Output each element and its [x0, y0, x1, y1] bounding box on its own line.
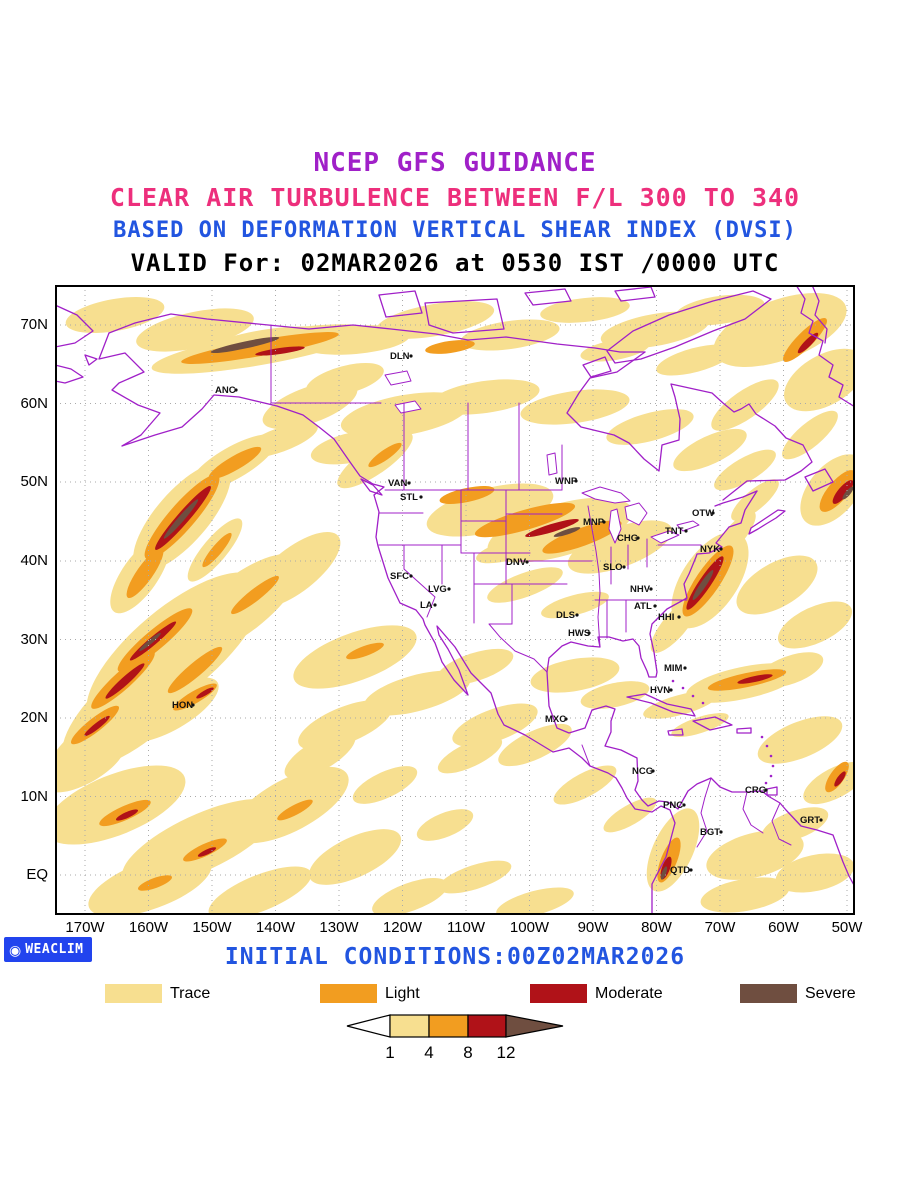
station-label: DLN	[390, 351, 410, 362]
x-axis-label: 170W	[65, 919, 105, 936]
legend-swatch-severe	[740, 984, 797, 1003]
x-axis-label: 130W	[319, 919, 359, 936]
x-axis-label: 120W	[382, 919, 423, 936]
legend-swatch-light	[320, 984, 377, 1003]
station-label: ANC	[215, 385, 236, 396]
y-axis-label: 70N	[20, 316, 48, 333]
station-label: PNC	[663, 800, 683, 811]
y-axis-label: 10N	[20, 787, 48, 805]
station-label: MXC	[545, 714, 566, 725]
station-label: HON	[172, 700, 193, 711]
station-label: GRT	[800, 815, 820, 826]
scale-bar: 1 4 8 12	[345, 1010, 565, 1066]
y-axis-label: EQ	[26, 866, 48, 883]
weaclim-logo-icon: ◉	[9, 941, 22, 958]
x-axis-label: 80W	[641, 919, 672, 936]
station-label: ATL	[634, 601, 652, 612]
map-canvas: DLN ANC VAN STL WNP MNP OTW TNT CHG NYK DNV SLO SFC L…	[55, 285, 855, 915]
x-axis-label: 90W	[577, 919, 609, 936]
station-label: TNT	[665, 526, 684, 537]
y-axis-label: 50N	[20, 473, 48, 490]
station-label: HVN	[650, 685, 670, 696]
x-axis-label: 60W	[768, 919, 799, 936]
x-axis-label: 160W	[128, 919, 169, 936]
legend-swatch-trace	[105, 984, 162, 1003]
station-label: SFC	[390, 571, 409, 582]
scale-value: 8	[463, 1043, 472, 1062]
station-label: SLO	[603, 562, 623, 573]
station-label: MNP	[583, 517, 605, 528]
x-axis-label: 140W	[255, 919, 296, 936]
legend-swatch-moderate	[530, 984, 587, 1003]
scale-value: 12	[497, 1043, 516, 1062]
legend-label-severe: Severe	[805, 985, 856, 1002]
x-axis-label: 50W	[831, 919, 863, 936]
station-labels-layer: DLN ANC VAN STL WNP MNP OTW TNT CHG NYK DNV SLO SFC L…	[172, 351, 823, 876]
station-label: NYK	[700, 544, 720, 555]
scale-bar-canvas: 1 4 8 12	[346, 1014, 564, 1062]
coastlines-layer	[55, 285, 855, 915]
station-label: BGT	[700, 827, 720, 838]
station-label: HHI	[658, 612, 674, 623]
weaclim-badge: ◉ WEACLIM	[4, 937, 92, 962]
legend-label-moderate: Moderate	[595, 985, 663, 1002]
station-label: QTD	[670, 865, 690, 876]
station-label: STL	[400, 492, 418, 503]
title-line-3: BASED ON DEFORMATION VERTICAL SHEAR INDE…	[113, 218, 797, 243]
station-label: MIM	[664, 663, 683, 674]
map-frame: DLN ANC VAN STL WNP MNP OTW TNT CHG NYK DNV SLO SFC L…	[55, 285, 855, 915]
weaclim-label: WEACLIM	[25, 942, 84, 957]
x-axis-label: 110W	[446, 919, 486, 936]
title-line-1: NCEP GFS GUIDANCE	[313, 148, 597, 178]
legend-label-trace: Trace	[170, 985, 211, 1002]
title-line-2: CLEAR AIR TURBULENCE BETWEEN F/L 300 TO …	[109, 183, 801, 212]
station-label: DNV	[506, 557, 527, 568]
station-label: DLS	[556, 610, 575, 621]
station-label: HWS	[568, 628, 590, 639]
y-axis-label: 60N	[20, 394, 48, 412]
scale-value: 4	[424, 1043, 433, 1062]
station-label: NHV	[630, 584, 651, 595]
x-axis-label: 70W	[704, 919, 736, 936]
station-label: LVG	[428, 584, 447, 595]
x-axis-label: 150W	[192, 919, 232, 936]
station-label: LA	[420, 600, 433, 611]
y-axis-label: 20N	[20, 709, 48, 726]
legend-label-light: Light	[385, 985, 420, 1002]
station-label: CRG	[745, 785, 766, 796]
station-label: VAN	[388, 478, 407, 489]
station-label: WNP	[555, 476, 578, 487]
y-axis-label: 40N	[20, 552, 48, 569]
station-label: CHG	[617, 533, 638, 544]
initial-conditions-text: INITIAL CONDITIONS:00Z02MAR2026	[224, 944, 686, 970]
station-label: NCG	[632, 766, 653, 777]
scale-value: 1	[385, 1043, 394, 1062]
title-line-4: VALID For: 02MAR2026 at 0530 IST /0000 U…	[130, 249, 780, 277]
x-axis-label: 100W	[509, 919, 550, 936]
y-axis-label: 30N	[20, 630, 48, 648]
turbulence-shading-layer	[55, 293, 855, 915]
station-label: OTW	[692, 508, 714, 519]
